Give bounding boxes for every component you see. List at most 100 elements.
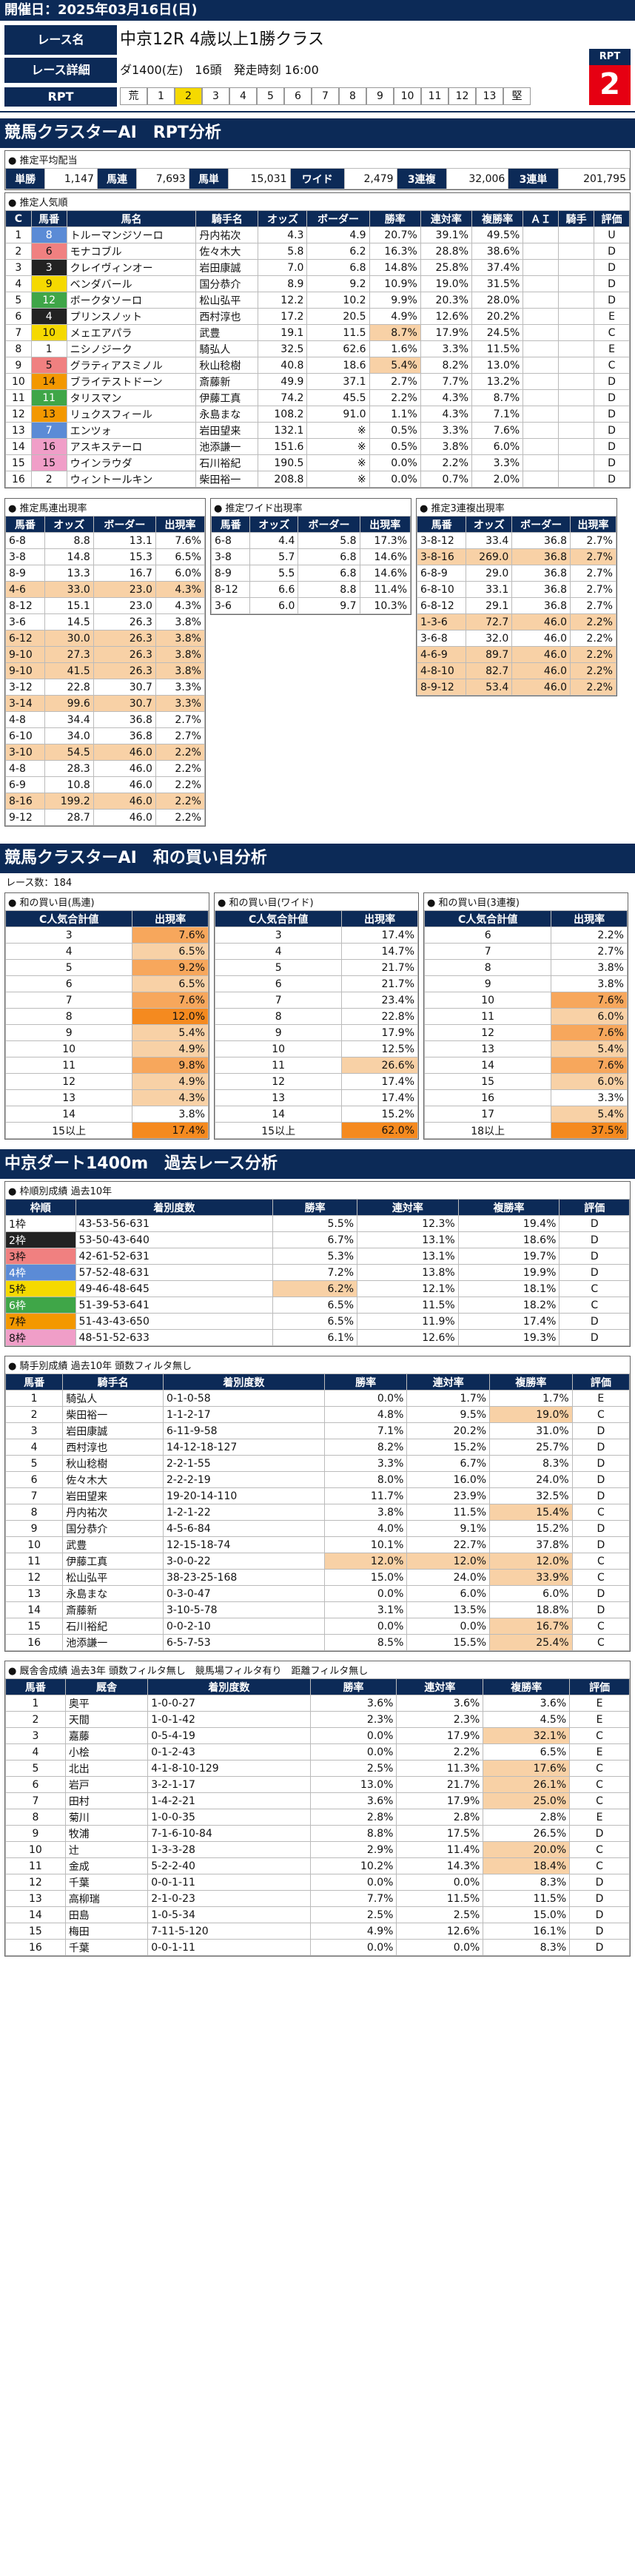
- cell: 2.2%: [570, 613, 616, 630]
- umaren-table: 馬番 オッズ ボーダー 出現率 6-8 8.8 13.1 7.6% 3-8 14.8 15.3 6.5…: [5, 516, 206, 826]
- col-header: 着別度数: [75, 1199, 274, 1216]
- cell: 99.6: [44, 695, 94, 712]
- cell: 91.0: [306, 406, 370, 423]
- table-row: 6-10 34.0 36.8 2.7%: [5, 727, 206, 744]
- cell: 12.1%: [357, 1280, 459, 1297]
- cell: 9.9%: [369, 292, 421, 309]
- cell: [523, 373, 560, 390]
- wide-title: ● 推定ワイド出現率: [211, 499, 411, 516]
- umaren-box: ● 推定馬連出現率 馬番 オッズ ボーダー 出現率 6-8 8.8 13.1 7.6% 3-8 1…: [4, 498, 206, 827]
- table-row: 3-8 14.8 15.3 6.5%: [5, 548, 206, 565]
- cell: 3.8%: [323, 1504, 408, 1521]
- cell: 26.3: [93, 646, 156, 663]
- cell: 8.3%: [483, 1939, 571, 1956]
- cell: [523, 259, 560, 276]
- col-header: 馬番: [5, 1678, 66, 1695]
- cell: 2.8%: [309, 1809, 397, 1826]
- cell: 2.7%: [570, 581, 616, 598]
- sum-umaren-title: ● 和の買い目(馬連): [5, 893, 209, 910]
- waku-title: ● 枠順別成績 過去10年: [5, 1182, 630, 1199]
- cell: 6.5%: [272, 1313, 358, 1330]
- cell: 2.0%: [471, 471, 524, 488]
- cell: 5: [5, 1760, 66, 1777]
- cell: 15: [30, 454, 67, 471]
- table-row: 5 21.7%: [214, 959, 418, 976]
- cell: 北出: [64, 1760, 149, 1777]
- cell: 4.5%: [483, 1711, 571, 1728]
- cell: C: [569, 1727, 630, 1744]
- cell: 20.3%: [420, 292, 473, 309]
- cell: 田村: [64, 1792, 149, 1809]
- cell: 7枠: [5, 1313, 76, 1330]
- table-row: 8 22.8%: [214, 1008, 418, 1025]
- table-row: 12 7.6%: [423, 1024, 628, 1041]
- cell: D: [594, 471, 630, 488]
- table-row: 6-12 30.0 26.3 3.8%: [5, 630, 206, 647]
- cell: 天間: [64, 1711, 149, 1728]
- cell: 8.8: [44, 532, 94, 549]
- cell: 10.9%: [369, 275, 421, 292]
- cell: 38-23-25-168: [162, 1569, 325, 1586]
- cell: 6.5%: [483, 1743, 571, 1761]
- cell: 16.1%: [483, 1923, 571, 1940]
- cell: 28.3: [44, 760, 94, 777]
- cell: 3-8-16: [416, 548, 467, 565]
- cell: 62.6: [306, 340, 370, 357]
- cell: 8: [4, 1504, 64, 1521]
- cell: C: [594, 324, 630, 341]
- col-header: 馬番: [30, 210, 67, 227]
- table-row: 3 17.4%: [214, 927, 418, 944]
- appearance-rate: 62.0%: [341, 1122, 418, 1139]
- cell: 柴田裕一: [62, 1406, 164, 1423]
- appearance-rate: 5.4%: [132, 1024, 209, 1041]
- cell: 11.5%: [483, 1890, 571, 1907]
- cell: 16.0%: [406, 1471, 491, 1488]
- cell: 46.0: [93, 744, 156, 761]
- cell: 5-2-2-40: [147, 1857, 311, 1874]
- table-row: 6-8-12 29.1 36.8 2.7%: [416, 597, 616, 614]
- appearance-rate: 7.6%: [551, 1057, 628, 1074]
- cell: 17.5%: [396, 1825, 484, 1842]
- table-row: 4-8-10 82.7 46.0 2.2%: [416, 662, 616, 679]
- cell: 3.3%: [471, 454, 524, 471]
- appearance-rate: 14.7%: [341, 943, 418, 960]
- table-row: 3 7.6%: [4, 927, 209, 944]
- rpt-cell: 13: [476, 87, 503, 105]
- cell: 20.2%: [471, 308, 524, 325]
- rpt-cell: 7: [312, 87, 339, 105]
- cell: 秋山稔樹: [195, 357, 259, 374]
- cell: 19.9%: [457, 1264, 560, 1281]
- cell: 永島まな: [62, 1585, 164, 1602]
- cell: D: [571, 1439, 631, 1456]
- cell: 3.3%: [323, 1455, 408, 1472]
- sum-value: 7: [214, 992, 343, 1009]
- cell: 5: [5, 292, 32, 309]
- table-row: 13 4.3%: [4, 1089, 209, 1106]
- cell: 36.8: [511, 548, 571, 565]
- cell: 4: [5, 275, 32, 292]
- sum-value: 16: [423, 1089, 552, 1106]
- cell: 37.4%: [471, 259, 524, 276]
- table-row: 12 13 リュクスフィール 永島まな 108.2 91.0 1.1% 4.3% 7.1% D: [5, 406, 630, 423]
- cell: D: [571, 1601, 631, 1618]
- table-row: 1-3-6 72.7 46.0 2.2%: [416, 613, 616, 630]
- cell: 4.9%: [309, 1923, 397, 1940]
- rpt-value: 2: [599, 67, 620, 101]
- appearance-rate: 7.6%: [132, 927, 209, 944]
- table-row: 14 田島 1-0-5-34 2.5% 2.5% 15.0% D: [5, 1906, 630, 1923]
- appearance-rate: 17.4%: [341, 927, 418, 944]
- cell: 伊藤工真: [195, 389, 259, 406]
- cell: 6-12: [5, 630, 45, 647]
- cell: 1-0-0-35: [147, 1809, 311, 1826]
- col-header: C: [5, 210, 32, 227]
- col-header: 馬番: [210, 516, 251, 533]
- sum-value: 12: [423, 1024, 552, 1041]
- sum-value: 5: [214, 959, 343, 976]
- cell: 6: [30, 243, 67, 260]
- appearance-rate: 21.7%: [341, 959, 418, 976]
- cell: [523, 438, 560, 455]
- cell: 46.0: [511, 679, 571, 696]
- cell: プリンスノット: [66, 308, 197, 325]
- cell: 6: [4, 1471, 64, 1488]
- cell: 10.1%: [323, 1536, 408, 1553]
